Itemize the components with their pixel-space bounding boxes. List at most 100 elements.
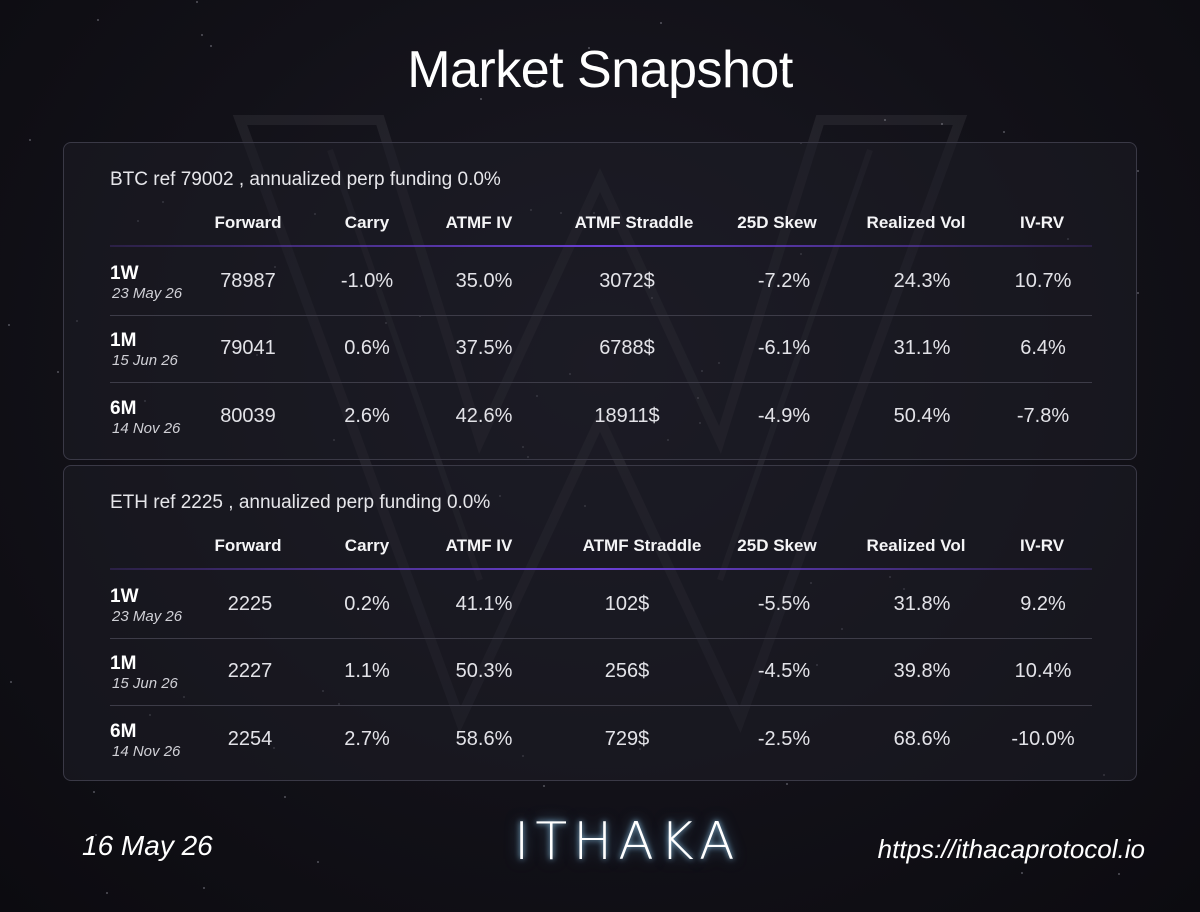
table-row: 1M 15 Jun 26 2227 1.1% 50.3% 256$ -4.5% … <box>64 639 1136 705</box>
star-dot <box>202 887 205 890</box>
eth-snapshot-panel: ETH ref 2225 , annualized perp funding 0… <box>63 465 1137 781</box>
tenor-label: 6M <box>110 398 137 419</box>
star-dot <box>1137 170 1140 173</box>
skew-value: -6.1% <box>757 337 811 359</box>
atmf-iv-value: 41.1% <box>455 593 513 615</box>
expiry-date: 23 May 26 <box>112 608 183 625</box>
col-header-realized-vol: Realized Vol <box>866 536 966 555</box>
tenor-label: 1M <box>110 330 137 351</box>
table-row: 1W 23 May 26 78987 -1.0% 35.0% 3072$ -7.… <box>64 249 1136 315</box>
header-divider <box>110 568 1092 570</box>
col-header-25d-skew: 25D Skew <box>737 213 817 232</box>
forward-value: 79041 <box>220 337 276 359</box>
star-dot <box>1021 871 1024 874</box>
col-header-atmf-straddle: ATMF Straddle <box>582 536 702 555</box>
col-header-forward: Forward <box>214 536 282 555</box>
star-dot <box>884 118 887 121</box>
col-header-25d-skew: 25D Skew <box>737 536 817 555</box>
atmf-straddle-value: 18911$ <box>594 405 660 427</box>
realized-vol-value: 31.1% <box>893 337 951 359</box>
tenor-label: 1W <box>110 263 139 284</box>
skew-value: -4.9% <box>757 405 811 427</box>
carry-value: -1.0% <box>340 270 394 292</box>
eth-ref-line: ETH ref 2225 , annualized perp funding 0… <box>110 492 491 513</box>
star-dot <box>1117 872 1120 875</box>
iv-rv-value: -10.0% <box>1011 728 1075 750</box>
star-dot <box>283 795 286 798</box>
star-dot <box>195 0 198 3</box>
star-dot <box>56 371 59 374</box>
col-header-iv-rv: IV-RV <box>1019 536 1065 555</box>
star-dot <box>317 860 320 863</box>
logo-wordmark: ITHAKA <box>514 812 741 872</box>
row-divider <box>110 315 1092 316</box>
row-divider <box>110 705 1092 706</box>
snapshot-date: 16 May 26 <box>82 830 213 861</box>
forward-value: 80039 <box>220 405 276 427</box>
ithaka-logo: ITHAKA <box>514 812 741 876</box>
col-header-atmf-iv: ATMF IV <box>445 536 513 555</box>
skew-value: -7.2% <box>757 270 811 292</box>
col-header-carry: Carry <box>344 536 390 555</box>
iv-rv-value: 9.2% <box>1020 593 1066 615</box>
star-dot <box>1003 131 1006 134</box>
col-header-iv-rv: IV-RV <box>1019 213 1065 232</box>
col-header-atmf-iv: ATMF IV <box>445 213 513 232</box>
star-dot <box>97 18 100 21</box>
forward-value: 2227 <box>227 660 273 682</box>
atmf-straddle-value: 256$ <box>604 660 650 682</box>
skew-value: -4.5% <box>757 660 811 682</box>
carry-value: 0.6% <box>344 337 390 359</box>
row-divider <box>110 382 1092 383</box>
forward-value: 78987 <box>220 270 276 292</box>
tenor-label: 1M <box>110 653 137 674</box>
carry-value: 0.2% <box>344 593 390 615</box>
atmf-straddle-value: 729$ <box>604 728 650 750</box>
table-row: 1M 15 Jun 26 79041 0.6% 37.5% 6788$ -6.1… <box>64 316 1136 382</box>
expiry-date: 14 Nov 26 <box>112 743 181 760</box>
table-row: 6M 14 Nov 26 80039 2.6% 42.6% 18911$ -4.… <box>64 384 1136 450</box>
atmf-iv-value: 42.6% <box>455 405 513 427</box>
star-dot <box>93 790 96 793</box>
table-row: 1W 23 May 26 2225 0.2% 41.1% 102$ -5.5% … <box>64 572 1136 638</box>
iv-rv-value: 10.4% <box>1014 660 1072 682</box>
star-dot <box>8 323 11 326</box>
forward-value: 2254 <box>227 728 273 750</box>
atmf-iv-value: 58.6% <box>455 728 513 750</box>
expiry-date: 14 Nov 26 <box>112 420 181 437</box>
star-dot <box>785 782 788 785</box>
tenor-label: 6M <box>110 721 137 742</box>
iv-rv-value: -7.8% <box>1016 405 1070 427</box>
realized-vol-value: 24.3% <box>893 270 951 292</box>
col-header-forward: Forward <box>214 213 282 232</box>
table-row: 6M 14 Nov 26 2254 2.7% 58.6% 729$ -2.5% … <box>64 707 1136 773</box>
carry-value: 2.7% <box>344 728 390 750</box>
realized-vol-value: 50.4% <box>893 405 951 427</box>
atmf-iv-value: 50.3% <box>455 660 513 682</box>
skew-value: -5.5% <box>757 593 811 615</box>
btc-header-row: Forward Carry ATMF IV ATMF Straddle 25D … <box>64 213 1136 237</box>
btc-snapshot-panel: BTC ref 79002 , annualized perp funding … <box>63 142 1137 460</box>
star-dot <box>106 891 109 894</box>
eth-header-row: Forward Carry ATMF IV ATMF Straddle 25D … <box>64 536 1136 560</box>
website-link[interactable]: https://ithacaprotocol.io <box>877 834 1145 864</box>
carry-value: 1.1% <box>344 660 390 682</box>
star-dot <box>659 21 662 24</box>
star-dot <box>940 122 943 125</box>
atmf-iv-value: 35.0% <box>455 270 513 292</box>
carry-value: 2.6% <box>344 405 390 427</box>
forward-value: 2225 <box>227 593 273 615</box>
atmf-straddle-value: 3072$ <box>599 270 655 292</box>
atmf-straddle-value: 6788$ <box>599 337 655 359</box>
realized-vol-value: 68.6% <box>893 728 951 750</box>
page-title: Market Snapshot <box>407 41 793 99</box>
star-dot <box>200 33 203 36</box>
col-header-atmf-straddle: ATMF Straddle <box>574 213 694 232</box>
atmf-iv-value: 37.5% <box>455 337 513 359</box>
star-dot <box>29 139 32 141</box>
realized-vol-value: 39.8% <box>893 660 951 682</box>
star-dot <box>542 785 545 788</box>
col-header-carry: Carry <box>344 213 390 232</box>
iv-rv-value: 10.7% <box>1014 270 1072 292</box>
expiry-date: 15 Jun 26 <box>112 352 178 369</box>
